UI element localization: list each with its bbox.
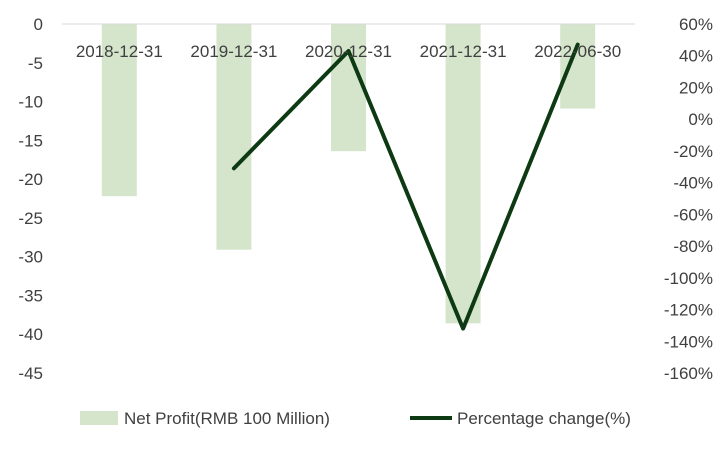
bar-2020-12-31 [331, 24, 366, 152]
right-axis-tick: -40% [673, 174, 713, 193]
percentage-change-line [231, 42, 580, 331]
line-series [231, 42, 580, 331]
right-axis-tick: -140% [664, 332, 713, 351]
right-axis-tick: -100% [664, 269, 713, 288]
right-axis-tick: 60% [679, 15, 713, 34]
right-axis-tick: 40% [679, 47, 713, 66]
category-label: 2022-06-30 [534, 42, 621, 61]
left-axis-tick: -20 [18, 170, 43, 189]
left-axis-tick-labels: 0 -5 -10 -15 -20 -25 -30 -35 -40 -45 [18, 15, 43, 383]
category-tick-labels: 2018-12-31 2019-12-31 2020-12-31 2021-12-31… [76, 42, 621, 61]
legend-label-percentage-change: Percentage change(%) [457, 409, 631, 428]
left-axis-tick: -35 [18, 286, 43, 305]
left-axis-tick: -30 [18, 248, 43, 267]
right-axis-tick: -60% [673, 205, 713, 224]
left-axis-tick: -45 [18, 364, 43, 383]
right-axis-tick: -20% [673, 142, 713, 161]
bar-2019-12-31 [216, 24, 252, 250]
right-axis-tick-labels: 60% 40% 20% 0% -20% -40% -60% -80% -100% -120% -14… [664, 15, 713, 383]
left-axis-tick: -15 [18, 131, 43, 150]
legend: Net Profit(RMB 100 Million) Percentage c… [80, 409, 631, 428]
category-label: 2018-12-31 [76, 42, 163, 61]
category-label: 2021-12-31 [420, 42, 507, 61]
legend-swatch-net-profit [80, 411, 118, 425]
bar-2018-12-31 [101, 24, 137, 197]
left-axis-tick: -5 [28, 54, 43, 73]
left-axis-tick: -40 [18, 325, 43, 344]
right-axis-tick: -160% [664, 364, 713, 383]
right-axis-tick: 20% [679, 78, 713, 97]
left-axis-tick: -10 [18, 93, 43, 112]
right-axis-tick: -80% [673, 237, 713, 256]
left-axis-tick: -25 [18, 209, 43, 228]
bar-series [101, 24, 596, 324]
bar-2022-06-30 [560, 24, 596, 109]
bar-2021-12-31 [445, 24, 481, 324]
legend-label-net-profit: Net Profit(RMB 100 Million) [124, 409, 330, 428]
category-label: 2020-12-31 [305, 42, 392, 61]
left-axis-tick: 0 [34, 15, 43, 34]
right-axis-tick: 0% [688, 110, 713, 129]
category-label: 2019-12-31 [190, 42, 277, 61]
right-axis-tick: -120% [664, 301, 713, 320]
